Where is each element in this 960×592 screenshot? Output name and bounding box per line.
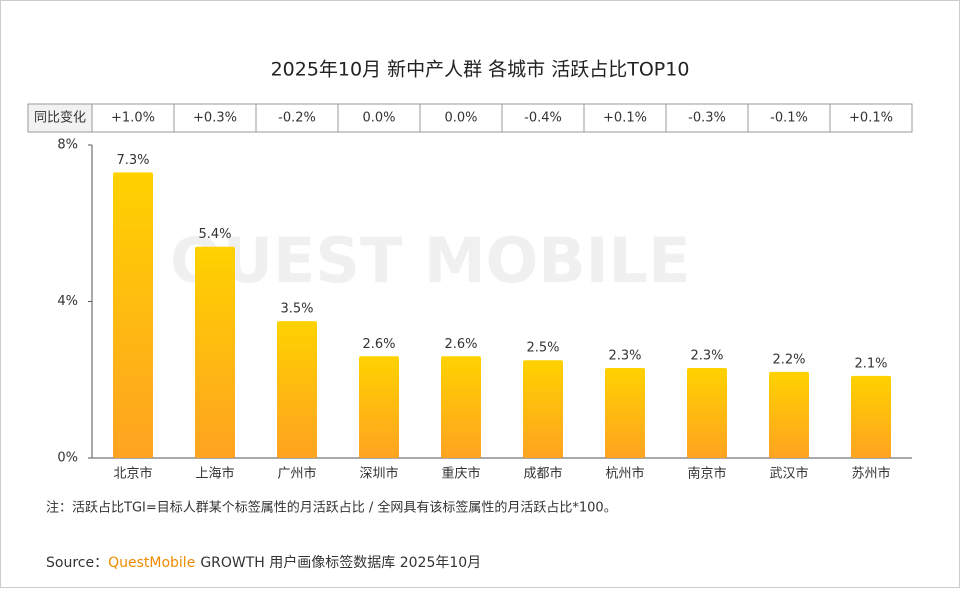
bar [523,360,563,458]
x-tick-label: 杭州市 [605,466,644,482]
bar [687,368,727,458]
yoy-label: +0.3% [193,111,237,126]
x-tick-label: 苏州市 [851,466,890,482]
value-label: 2.3% [608,349,641,364]
value-label: 2.5% [526,341,559,356]
bar [277,321,317,458]
source: Source：QuestMobile GROWTH 用户画像标签数据库 2025年… [46,554,481,571]
source-label: Source： [46,555,108,571]
x-tick-label: 广州市 [277,466,316,482]
value-label: 5.4% [198,227,231,242]
x-tick-label: 北京市 [113,466,152,482]
yoy-label: 0.0% [444,111,477,126]
value-label: 2.6% [362,337,395,352]
yoy-label: +1.0% [111,111,155,126]
y-tick-label: 8% [57,138,78,153]
x-tick-label: 成都市 [523,466,562,482]
x-tick-label: 上海市 [195,466,234,482]
x-tick-label: 南京市 [687,466,726,482]
value-label: 2.3% [690,349,723,364]
x-tick-label: 重庆市 [441,466,480,482]
value-label: 2.2% [772,352,805,367]
value-label: 7.3% [116,153,149,168]
x-tick-label: 武汉市 [769,466,808,482]
yoy-label: -0.1% [770,111,808,126]
bar [195,246,235,458]
bar [113,172,153,458]
watermark: QUEST MOBILE [170,224,691,297]
source-brand: QuestMobile [108,555,195,571]
yoy-label: 0.0% [362,111,395,126]
y-tick-label: 4% [57,294,78,309]
bar [769,371,809,458]
source-text: GROWTH 用户画像标签数据库 2025年10月 [200,554,481,571]
yoy-header: 同比变化 [34,110,86,126]
yoy-label: -0.3% [688,111,726,126]
chart-title: 2025年10月 新中产人群 各城市 活跃占比TOP10 [271,59,690,81]
yoy-label: -0.2% [278,111,316,126]
yoy-header-cell [27,103,93,133]
yoy-label: +0.1% [849,111,893,126]
value-label: 2.1% [854,356,887,371]
yoy-label: +0.1% [603,111,647,126]
bar [441,356,481,458]
value-label: 2.6% [444,337,477,352]
bar [605,368,645,458]
value-label: 3.5% [280,302,313,317]
y-tick-label: 0% [57,451,78,466]
yoy-cell [829,103,913,133]
bar [851,375,891,458]
x-tick-label: 深圳市 [359,466,398,482]
note: 注：活跃占比TGI=目标人群某个标签属性的月活跃占比 / 全网具有该标签属性的月… [46,500,617,516]
yoy-label: -0.4% [524,111,562,126]
bar [359,356,399,458]
